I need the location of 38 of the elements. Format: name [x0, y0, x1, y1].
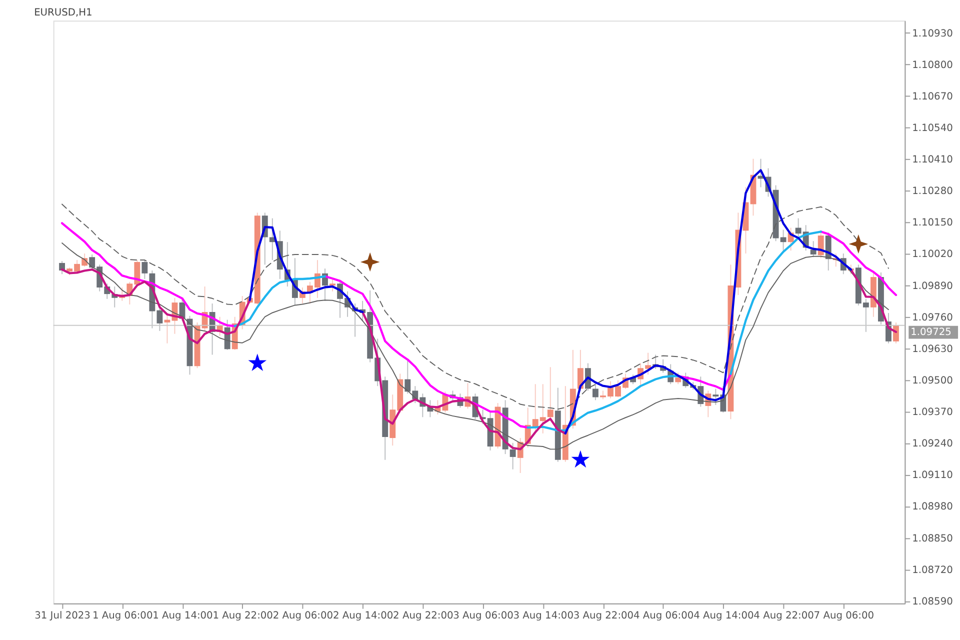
x-tick-label: 2 Aug 22:00: [393, 610, 454, 622]
point: [360, 252, 380, 272]
y-tick-label: 1.09760: [912, 312, 953, 324]
x-tick-label: 3 Aug 22:00: [573, 610, 634, 622]
chart-title: EURUSD,H1: [34, 8, 92, 19]
x-tick-label: 1 Aug 14:00: [152, 610, 213, 622]
point: [248, 354, 267, 372]
x-tick-label: 4 Aug 14:00: [694, 610, 754, 622]
x-tick-label: 2 Aug 14:00: [332, 610, 394, 622]
x-tick-label: 2 Aug 06:00: [272, 610, 334, 622]
x-tick-label: 4 Aug 06:00: [633, 610, 694, 622]
y-tick-label: 1.08850: [912, 533, 953, 544]
y-tick-label: 1.10930: [912, 28, 953, 40]
y-tick-label: 1.08720: [912, 564, 953, 576]
x-tick-label: 4 Aug 22:00: [754, 610, 814, 622]
y-tick-label: 1.09630: [912, 344, 953, 355]
y-tick-label: 1.10150: [912, 218, 953, 229]
y-tick-label: 1.09110: [912, 470, 953, 482]
y-tick-label: 1.10410: [912, 154, 953, 166]
x-tick-label: 3 Aug 14:00: [513, 610, 574, 622]
x-tick-label: 31 Jul 2023: [34, 610, 90, 622]
y-tick-label: 1.08590: [912, 596, 953, 608]
y-tick-label: 1.09500: [912, 375, 953, 386]
y-tick-label: 1.10800: [912, 60, 953, 71]
x-tick-label: 3 Aug 06:00: [453, 610, 514, 622]
ref-line-label: 1.09725: [910, 327, 952, 338]
x-tick-label: 7 Aug 06:00: [814, 610, 874, 622]
x-tick-label: 1 Aug 06:00: [92, 610, 153, 622]
point: [571, 450, 590, 468]
y-tick-label: 1.09240: [912, 438, 953, 450]
y-tick-label: 1.10670: [912, 91, 953, 102]
y-tick-label: 1.10540: [912, 122, 953, 134]
y-tick-label: 1.10020: [912, 249, 953, 260]
y-tick-label: 1.08980: [912, 502, 953, 513]
y-tick-label: 1.09370: [912, 407, 953, 418]
y-tick-label: 1.09890: [912, 280, 953, 292]
y-tick-label: 1.10280: [912, 186, 953, 198]
x-tick-label: 1 Aug 22:00: [212, 610, 273, 622]
